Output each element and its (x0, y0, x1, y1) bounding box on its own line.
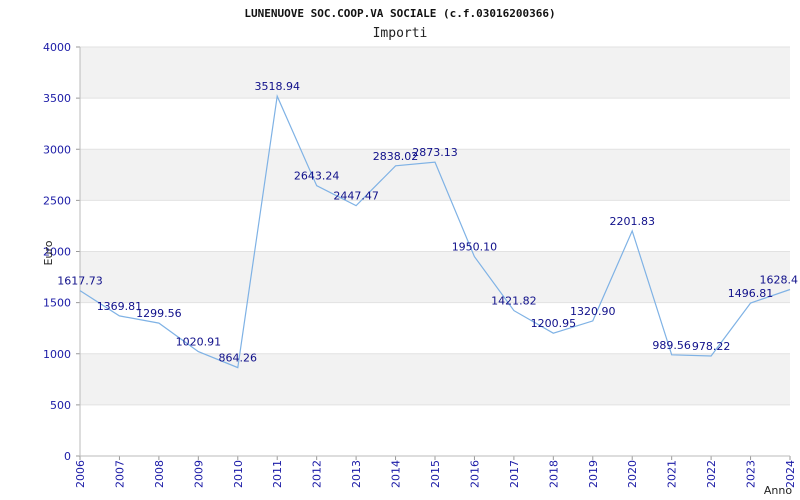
data-label: 1369.81 (97, 300, 143, 313)
data-label: 989.56 (652, 339, 691, 352)
data-label: 864.26 (219, 352, 258, 365)
data-label: 1950.10 (452, 241, 498, 254)
x-tick-label: 2015 (429, 460, 442, 488)
y-tick-label: 1000 (43, 348, 71, 361)
data-label: 1421.82 (491, 295, 537, 308)
grid-band (80, 98, 790, 150)
y-tick-label: 500 (50, 399, 71, 412)
grid-band (80, 353, 790, 405)
x-tick-label: 2007 (113, 460, 126, 488)
x-tick-label: 2021 (666, 460, 679, 488)
grid-band (80, 149, 790, 201)
y-tick-label: 2500 (43, 194, 71, 207)
data-label: 2201.83 (609, 215, 655, 228)
y-tick-label: 4000 (43, 41, 71, 54)
data-label: 1628.4 (760, 273, 799, 286)
grid-band (80, 47, 790, 99)
y-tick-label: 3000 (43, 143, 71, 156)
data-label: 2873.13 (412, 146, 458, 159)
x-axis-ticks: 2006 2007 2008 2009 2010 2011 2012 2013 2014 2015… (74, 456, 797, 488)
x-tick-label: 2022 (705, 460, 718, 488)
x-tick-label: 2024 (784, 460, 797, 488)
data-label: 1299.56 (136, 307, 182, 320)
y-tick-label: 0 (64, 450, 71, 463)
data-label: 1496.81 (728, 287, 774, 300)
x-tick-label: 2008 (153, 460, 166, 488)
x-tick-label: 2018 (547, 460, 560, 488)
data-label: 3518.94 (254, 80, 300, 93)
x-tick-label: 2016 (468, 460, 481, 488)
x-tick-label: 2023 (745, 460, 758, 488)
x-tick-label: 2006 (74, 460, 87, 488)
y-axis-label: Euro (42, 240, 55, 265)
data-label: 2838.02 (373, 150, 419, 163)
grid-band (80, 200, 790, 252)
x-tick-label: 2013 (350, 460, 363, 488)
data-label: 1200.95 (531, 317, 577, 330)
x-tick-label: 2010 (232, 460, 245, 488)
grid-band (80, 302, 790, 354)
x-tick-label: 2012 (311, 460, 324, 488)
data-label: 2643.24 (294, 170, 340, 183)
x-axis-label: Anno (764, 484, 792, 497)
grid-bands (80, 46, 790, 457)
x-tick-label: 2009 (192, 460, 205, 488)
data-label: 1020.91 (176, 336, 222, 349)
x-tick-label: 2017 (508, 460, 521, 488)
y-tick-label: 1500 (43, 297, 71, 310)
x-tick-label: 2014 (390, 460, 403, 488)
data-label: 2447.47 (333, 190, 379, 203)
y-axis-ticks: 0 500 1000 1500 2000 2500 3000 3500 4000 (43, 41, 80, 463)
data-label: 1320.90 (570, 305, 616, 318)
chart-title: LUNENUOVE SOC.COOP.VA SOCIALE (c.f.03016… (244, 7, 555, 20)
data-label: 1617.73 (57, 275, 103, 288)
series-line (79, 94, 791, 369)
data-label: 978.22 (692, 340, 731, 353)
y-tick-label: 3500 (43, 92, 71, 105)
grid-band (80, 404, 790, 456)
x-tick-label: 2019 (587, 460, 600, 488)
x-tick-label: 2020 (626, 460, 639, 488)
grid-band (80, 251, 790, 303)
x-tick-label: 2011 (271, 460, 284, 488)
y-tick-label: 2000 (43, 246, 71, 259)
chart-subtitle: Importi (373, 26, 428, 41)
